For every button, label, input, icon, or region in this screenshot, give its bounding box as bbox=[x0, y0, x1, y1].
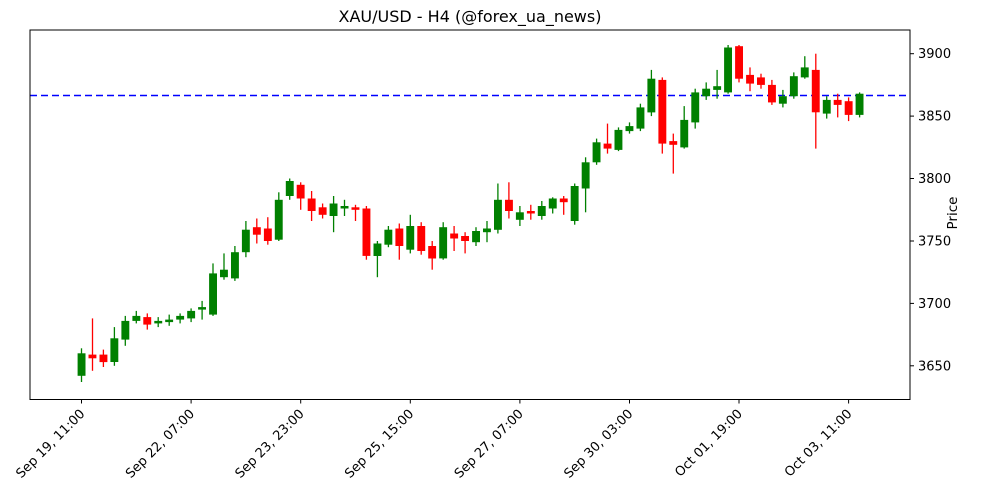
candle bbox=[88, 318, 97, 371]
candle bbox=[263, 217, 272, 245]
candle bbox=[636, 103, 645, 132]
candle bbox=[417, 222, 426, 255]
y-tick-label: 3750 bbox=[918, 235, 951, 250]
candle bbox=[483, 221, 491, 243]
candle bbox=[768, 79, 776, 105]
candle bbox=[559, 196, 568, 215]
candle bbox=[713, 69, 722, 99]
candle bbox=[198, 300, 206, 320]
candle bbox=[526, 204, 535, 220]
candle bbox=[373, 241, 382, 278]
candle bbox=[187, 308, 196, 323]
candle bbox=[570, 183, 579, 225]
candle bbox=[702, 82, 711, 100]
y-tick-label: 3700 bbox=[918, 297, 951, 312]
candle bbox=[647, 69, 656, 117]
candle bbox=[406, 214, 415, 254]
candle bbox=[110, 327, 119, 366]
candle bbox=[724, 45, 732, 94]
candle bbox=[220, 253, 228, 280]
candle bbox=[176, 313, 185, 324]
candle bbox=[428, 241, 437, 270]
candle bbox=[800, 56, 809, 79]
candle bbox=[581, 157, 590, 213]
plot-border bbox=[29, 29, 911, 400]
candle bbox=[822, 96, 831, 119]
candle bbox=[274, 192, 283, 241]
candle bbox=[778, 89, 787, 108]
candle bbox=[537, 201, 546, 220]
candle bbox=[231, 246, 239, 281]
x-tick-label: Sep 19, 11:00 bbox=[13, 407, 88, 482]
candle bbox=[691, 88, 700, 129]
candle bbox=[285, 178, 294, 200]
x-tick-label: Oct 03, 11:00 bbox=[782, 407, 855, 480]
x-tick-label: Sep 30, 03:00 bbox=[561, 407, 636, 482]
candle bbox=[241, 221, 250, 258]
candle bbox=[494, 183, 502, 234]
candle bbox=[625, 122, 634, 134]
x-tick-label: Sep 22, 07:00 bbox=[123, 407, 198, 482]
candle bbox=[515, 206, 524, 226]
candle bbox=[362, 206, 371, 260]
candle bbox=[592, 138, 601, 165]
candle bbox=[395, 223, 404, 260]
y-tick-label: 3650 bbox=[918, 359, 951, 374]
candle bbox=[757, 73, 765, 89]
y-tick-label: 3850 bbox=[918, 110, 951, 125]
candle bbox=[384, 226, 393, 248]
candle bbox=[165, 314, 174, 326]
candle bbox=[329, 196, 338, 233]
candle bbox=[296, 182, 305, 210]
candle bbox=[318, 203, 327, 219]
candle bbox=[351, 204, 360, 221]
candle bbox=[855, 92, 864, 118]
candle bbox=[603, 123, 612, 154]
x-tick-label: Sep 25, 15:00 bbox=[342, 407, 417, 482]
candle bbox=[669, 133, 678, 174]
candle bbox=[811, 53, 820, 149]
candle bbox=[121, 315, 130, 346]
candle bbox=[252, 218, 261, 244]
x-tick-label: Sep 27, 07:00 bbox=[452, 407, 527, 482]
candle bbox=[548, 197, 557, 214]
candle bbox=[450, 226, 459, 251]
candle bbox=[209, 263, 217, 316]
candle bbox=[614, 127, 623, 152]
candle bbox=[505, 182, 513, 219]
y-tick-label: 3800 bbox=[918, 172, 951, 187]
candle bbox=[461, 232, 469, 254]
candle bbox=[439, 222, 448, 260]
candle bbox=[680, 106, 689, 149]
candle bbox=[77, 348, 86, 382]
candle bbox=[340, 199, 349, 216]
candle bbox=[844, 97, 853, 122]
x-tick-label: Oct 01, 19:00 bbox=[672, 407, 745, 480]
candle bbox=[789, 72, 798, 99]
candle bbox=[833, 93, 842, 118]
candle bbox=[472, 227, 480, 246]
candle bbox=[658, 77, 667, 154]
y-tick-label: 3900 bbox=[918, 47, 951, 62]
candle bbox=[307, 191, 316, 221]
candle bbox=[154, 317, 163, 328]
candle bbox=[99, 349, 108, 367]
candle bbox=[143, 313, 152, 330]
chart-title: XAU/USD - H4 (@forex_ua_news) bbox=[338, 7, 602, 26]
candle bbox=[132, 310, 141, 324]
x-tick-label: Sep 23, 23:00 bbox=[233, 407, 308, 482]
candle bbox=[735, 45, 743, 83]
candle bbox=[746, 67, 754, 92]
